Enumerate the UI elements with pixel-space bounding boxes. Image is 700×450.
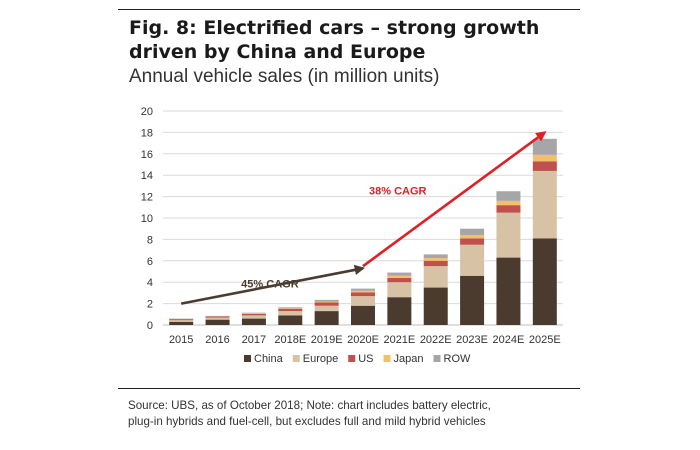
source-note: Source: UBS, as of October 2018; Note: c… [128, 398, 588, 430]
cagr-label: 38% CAGR [369, 185, 427, 197]
legend-swatch-us [348, 355, 356, 362]
legend-label-us: US [358, 353, 373, 365]
y-tick-label: 6 [147, 256, 153, 268]
bar-segment-us [423, 260, 448, 267]
legend-swatch-japan [383, 355, 391, 362]
bar-segment-china [532, 238, 557, 325]
y-tick-label: 18 [141, 127, 153, 139]
bar-segment-china [496, 257, 521, 325]
bar-segment-europe [387, 282, 412, 298]
bar-segment-japan [278, 308, 303, 309]
bar-segment-us [387, 277, 412, 283]
cagr-label: 45% CAGR [241, 279, 299, 291]
bar-segment-row [278, 307, 303, 309]
bar-segment-row [314, 299, 339, 302]
bar-segment-japan [496, 200, 521, 206]
bar-segment-china [351, 305, 375, 325]
x-tick-label: 2024E [493, 334, 525, 346]
bar-segment-row [460, 228, 485, 236]
x-tick-label: 2016 [205, 334, 229, 346]
y-tick-label: 10 [141, 213, 153, 225]
cagr-arrow [362, 131, 547, 268]
legend-swatch-china [244, 355, 251, 362]
bar-segment-row [423, 254, 448, 259]
y-tick-label: 2 [147, 299, 153, 311]
bar-segment-us [169, 319, 194, 321]
bar-segment-europe [241, 315, 266, 319]
y-tick-label: 4 [147, 277, 153, 289]
bar-segment-us [496, 205, 521, 213]
bar-segment-china [423, 287, 448, 325]
cagr-arrow [180, 264, 366, 305]
x-tick-label: 2022E [420, 334, 452, 346]
bar-segment-row [387, 272, 412, 276]
title-line-2: driven by China and Europe [129, 41, 426, 63]
bar-segment-europe [532, 170, 557, 239]
footer-line-1: Source: UBS, as of October 2018; Note: c… [128, 399, 491, 412]
y-tick-label: 12 [141, 192, 153, 204]
bar-segment-japan [351, 290, 375, 293]
x-tick-label: 2023E [456, 334, 488, 346]
bar-segment-us [351, 292, 375, 297]
bar-segment-china [387, 297, 412, 325]
bar-segment-china [278, 315, 303, 325]
bar-segment-europe [169, 320, 194, 322]
footer-line-2: plug-in hybrids and fuel-cell, but exclu… [128, 415, 486, 428]
bar-segment-us [532, 161, 557, 171]
y-tick-label: 8 [147, 234, 153, 246]
figure-subtitle: Annual vehicle sales (in million units) [129, 66, 440, 87]
legend-label-japan: Japan [394, 353, 424, 365]
title-line-1: Fig. 8: Electrified cars – strong growth [129, 17, 540, 39]
bar-segment-europe [205, 317, 230, 320]
y-tick-label: 0 [147, 320, 153, 332]
bar-segment-china [460, 275, 485, 325]
x-tick-label: 2020E [347, 334, 379, 346]
bar-segment-row [496, 191, 521, 201]
legend-swatch-europe [292, 355, 300, 362]
bar-segment-china [169, 321, 194, 325]
y-tick-label: 14 [141, 170, 153, 182]
bar-segment-us [241, 313, 266, 316]
bar-segment-us [460, 238, 485, 245]
bar-segment-europe [496, 212, 521, 258]
x-tick-label: 2019E [311, 334, 343, 346]
bar-segment-europe [351, 296, 375, 306]
bar-segment-japan [423, 258, 448, 261]
figure-title: Fig. 8: Electrified cars – strong growth… [129, 16, 579, 64]
bar-segment-japan [460, 235, 485, 239]
y-tick-label: 16 [141, 149, 153, 161]
x-tick-label: 2021E [383, 334, 415, 346]
bar-segment-europe [423, 266, 448, 288]
legend-label-row: ROW [444, 353, 472, 365]
bar-segment-europe [314, 305, 339, 312]
top-rule [118, 9, 580, 10]
legend-swatch-row [433, 355, 441, 362]
bar-segment-europe [460, 244, 485, 276]
bar-segment-us [314, 302, 339, 306]
x-tick-label: 2018E [274, 334, 306, 346]
x-tick-label: 2015 [169, 334, 193, 346]
y-tick-label: 20 [141, 106, 153, 118]
legend-label-europe: Europe [303, 353, 338, 365]
bar-segment-us [278, 308, 303, 312]
bar-segment-us [205, 316, 230, 318]
bottom-rule [118, 388, 580, 389]
bar-segment-row [532, 138, 557, 155]
bar-segment-china [241, 318, 266, 325]
bar-segment-japan [387, 275, 412, 278]
bar-segment-china [205, 319, 230, 325]
bar-segment-china [314, 311, 339, 325]
bar-segment-japan [532, 154, 557, 162]
x-tick-label: 2017 [242, 334, 266, 346]
x-tick-label: 2025E [529, 334, 561, 346]
bar-segment-japan [241, 313, 266, 314]
bar-segment-row [351, 288, 375, 291]
bar-segment-europe [278, 311, 303, 316]
legend-label-china: China [254, 353, 284, 365]
bar-segment-japan [314, 301, 339, 303]
bar-segment-row [241, 312, 266, 314]
